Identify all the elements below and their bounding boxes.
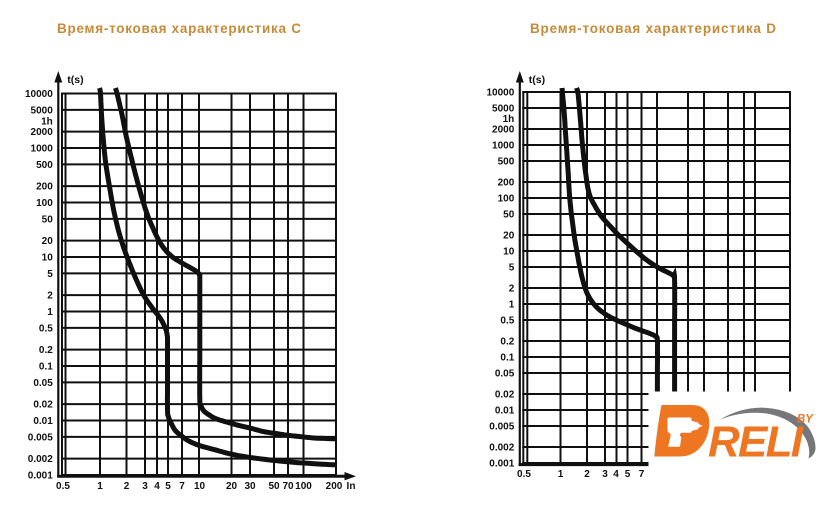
svg-text:3: 3 bbox=[602, 469, 608, 480]
svg-text:7: 7 bbox=[179, 481, 185, 492]
svg-text:RELI: RELI bbox=[708, 418, 804, 467]
svg-text:50: 50 bbox=[503, 209, 515, 220]
svg-text:0.2: 0.2 bbox=[39, 345, 53, 356]
svg-text:0.5: 0.5 bbox=[517, 469, 531, 480]
svg-text:500: 500 bbox=[36, 160, 53, 171]
svg-text:0.05: 0.05 bbox=[33, 378, 53, 389]
svg-text:0.05: 0.05 bbox=[495, 368, 515, 379]
svg-text:0.005: 0.005 bbox=[489, 421, 514, 432]
svg-text:2: 2 bbox=[124, 481, 130, 492]
svg-text:5000: 5000 bbox=[31, 105, 54, 116]
svg-text:0.1: 0.1 bbox=[39, 361, 53, 372]
svg-text:200: 200 bbox=[36, 182, 53, 193]
svg-text:1: 1 bbox=[97, 481, 103, 492]
svg-text:4: 4 bbox=[154, 481, 160, 492]
svg-text:0.001: 0.001 bbox=[28, 470, 53, 481]
svg-text:500: 500 bbox=[498, 156, 515, 167]
svg-text:0.001: 0.001 bbox=[489, 458, 514, 469]
svg-text:2: 2 bbox=[47, 291, 53, 302]
svg-text:20: 20 bbox=[42, 236, 54, 247]
svg-text:5: 5 bbox=[47, 269, 53, 280]
svg-text:10000: 10000 bbox=[25, 89, 53, 100]
svg-text:0.5: 0.5 bbox=[500, 315, 514, 326]
svg-text:0.01: 0.01 bbox=[495, 405, 515, 416]
svg-text:0.002: 0.002 bbox=[28, 454, 53, 465]
svg-text:1h: 1h bbox=[503, 114, 515, 125]
svg-text:0.5: 0.5 bbox=[56, 481, 70, 492]
svg-text:0.1: 0.1 bbox=[500, 352, 514, 363]
svg-text:t(s): t(s) bbox=[67, 74, 83, 86]
svg-text:BY: BY bbox=[797, 414, 814, 426]
svg-text:1000: 1000 bbox=[492, 140, 515, 151]
svg-text:10: 10 bbox=[194, 481, 206, 492]
svg-text:5: 5 bbox=[625, 469, 631, 480]
svg-text:1h: 1h bbox=[41, 116, 53, 127]
svg-text:4: 4 bbox=[613, 469, 619, 480]
svg-text:10: 10 bbox=[503, 246, 515, 257]
svg-text:5000: 5000 bbox=[492, 103, 515, 114]
svg-text:20: 20 bbox=[503, 230, 515, 241]
svg-text:7: 7 bbox=[639, 469, 645, 480]
svg-text:0.02: 0.02 bbox=[33, 400, 53, 411]
svg-text:Время-токовая характеристика С: Время-токовая характеристика С bbox=[57, 21, 301, 36]
svg-text:1: 1 bbox=[558, 469, 564, 480]
svg-text:100: 100 bbox=[498, 193, 515, 204]
svg-text:2000: 2000 bbox=[31, 127, 54, 138]
svg-text:70: 70 bbox=[282, 481, 294, 492]
svg-text:1: 1 bbox=[509, 299, 515, 310]
svg-text:2000: 2000 bbox=[492, 124, 515, 135]
svg-text:5: 5 bbox=[165, 481, 171, 492]
svg-text:1: 1 bbox=[47, 307, 53, 318]
svg-text:200: 200 bbox=[326, 481, 343, 492]
svg-text:0.002: 0.002 bbox=[489, 442, 514, 453]
svg-text:10000: 10000 bbox=[486, 87, 514, 98]
svg-text:Время-токовая характеристика D: Время-токовая характеристика D bbox=[530, 21, 776, 36]
svg-text:0.01: 0.01 bbox=[33, 416, 53, 427]
svg-text:0.005: 0.005 bbox=[28, 432, 53, 443]
svg-text:0.2: 0.2 bbox=[500, 336, 514, 347]
svg-text:100: 100 bbox=[36, 198, 53, 209]
svg-text:50: 50 bbox=[268, 481, 280, 492]
svg-text:t(s): t(s) bbox=[529, 74, 545, 86]
svg-text:5: 5 bbox=[509, 262, 515, 273]
svg-text:20: 20 bbox=[226, 481, 238, 492]
svg-text:100: 100 bbox=[295, 481, 312, 492]
svg-text:1000: 1000 bbox=[31, 143, 54, 154]
svg-text:2: 2 bbox=[584, 469, 590, 480]
svg-text:In: In bbox=[347, 481, 356, 492]
svg-text:0.5: 0.5 bbox=[39, 323, 53, 334]
svg-text:0.02: 0.02 bbox=[495, 389, 515, 400]
svg-text:2: 2 bbox=[509, 283, 515, 294]
svg-text:30: 30 bbox=[244, 481, 256, 492]
svg-text:3: 3 bbox=[142, 481, 148, 492]
svg-text:200: 200 bbox=[498, 177, 515, 188]
svg-text:10: 10 bbox=[42, 252, 54, 263]
svg-text:50: 50 bbox=[42, 214, 54, 225]
